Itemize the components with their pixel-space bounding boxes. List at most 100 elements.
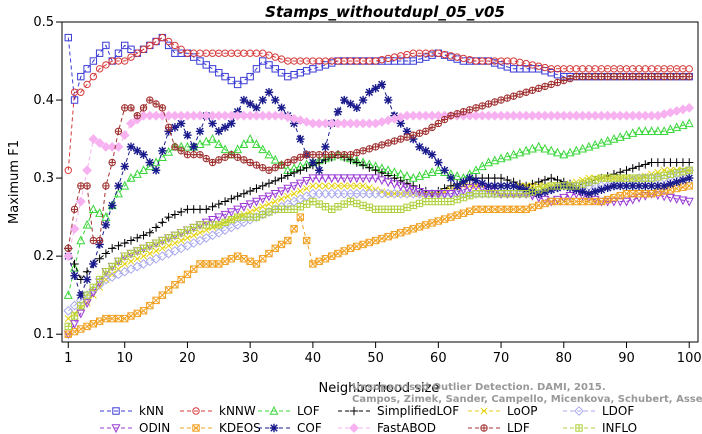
data-point-ldf [95, 236, 104, 245]
data-point-fastabod [75, 196, 86, 207]
series-line-simplifiedlof [67, 154, 690, 281]
x-tick-label: 30 [242, 351, 259, 366]
data-point-kdeos [89, 320, 98, 328]
data-point-inflo [246, 213, 254, 221]
data-point-knn [121, 41, 129, 50]
data-point-ldf [70, 205, 79, 214]
data-point-ldf [108, 158, 116, 167]
data-point-kdeos [459, 209, 468, 217]
data-point-ldf [139, 104, 148, 112]
data-point-kdeos [183, 270, 192, 279]
data-point-cof [521, 185, 531, 195]
data-point-simplifiedlof [264, 179, 274, 188]
data-point-kdeos [528, 203, 537, 212]
data-point-kdeos [227, 255, 236, 263]
data-point-odin [233, 205, 243, 215]
data-point-lof [578, 143, 588, 153]
data-point-cof [459, 177, 468, 187]
data-point-cof [415, 142, 424, 152]
data-point-ldf [679, 72, 687, 81]
data-point-ldf [340, 150, 348, 159]
data-point-odin [377, 176, 387, 186]
data-point-cof [434, 158, 443, 167]
data-point-kdeos [685, 182, 693, 190]
data-point-cof [427, 150, 437, 159]
data-point-ldf [83, 182, 91, 190]
data-point-cof [534, 189, 543, 198]
data-point-loop [365, 184, 373, 192]
data-point-simplifiedlof [139, 231, 148, 240]
data-point-knn [208, 65, 217, 73]
legend-item-fastabod: FastABOD [338, 421, 436, 434]
data-point-knnw [127, 53, 135, 61]
data-point-lof [603, 135, 613, 145]
data-point-inflo [89, 283, 98, 292]
data-point-simplifiedlof [70, 259, 79, 269]
data-point-cof [597, 185, 606, 195]
data-point-kdeos [77, 325, 85, 333]
data-point-kdeos [146, 301, 154, 310]
data-point-simplifiedlof [289, 168, 299, 178]
data-point-knn [202, 61, 210, 69]
legend-marker-kdeos [192, 424, 200, 432]
x-axis-label: Neighborhood size [319, 381, 440, 396]
data-point-cof [590, 187, 600, 196]
data-point-loop [666, 166, 674, 174]
data-point-ldf [428, 123, 436, 132]
data-point-knnw [83, 80, 91, 89]
data-point-kdeos [321, 255, 330, 263]
data-point-cof [377, 80, 387, 89]
data-point-kdeos [484, 205, 493, 214]
data-point-simplifiedlof [252, 184, 261, 193]
data-point-simplifiedlof [641, 160, 650, 169]
data-point-cof [365, 88, 374, 97]
data-point-cof [264, 88, 274, 97]
data-point-loop [190, 231, 198, 239]
plot-frame [61, 21, 699, 343]
series-cof [64, 80, 694, 300]
data-point-cof [641, 181, 650, 191]
data-point-inflo [196, 221, 204, 229]
data-point-knn [259, 57, 267, 65]
data-point-ldf [534, 84, 543, 93]
data-point-ldf [133, 111, 141, 120]
data-point-ldf [666, 72, 675, 81]
data-point-ldf [434, 119, 443, 128]
data-point-knn [309, 65, 317, 73]
data-point-odin [389, 180, 399, 190]
data-point-ldf [296, 153, 305, 161]
data-point-kdeos [139, 307, 148, 315]
data-point-ldf [610, 72, 618, 81]
data-point-inflo [396, 205, 405, 214]
data-point-lof [496, 153, 506, 163]
series-fastabod [63, 102, 695, 262]
data-point-lof [433, 165, 443, 174]
data-point-cof [653, 181, 663, 191]
data-point-cof [421, 146, 430, 155]
data-point-lof [414, 171, 425, 180]
legend-label: kNNW [219, 404, 256, 418]
data-point-ldf [353, 149, 361, 157]
data-point-fastabod [63, 251, 74, 262]
data-point-fastabod [126, 118, 136, 129]
data-point-knnw [171, 41, 179, 50]
data-point-cof [572, 185, 581, 195]
data-point-inflo [434, 197, 443, 206]
data-point-fastabod [684, 102, 695, 113]
data-point-ldf [616, 72, 624, 81]
data-point-cof [358, 95, 368, 105]
data-point-cof [114, 181, 123, 191]
data-point-ldf [315, 150, 323, 159]
data-point-lof [684, 118, 694, 128]
legend-label: LoOP [507, 404, 538, 418]
data-point-knnw [121, 57, 129, 65]
data-point-cof [628, 181, 637, 191]
data-point-odin [458, 186, 468, 195]
data-point-simplifiedlof [634, 162, 644, 171]
data-point-simplifiedlof [283, 171, 292, 180]
series-inflo [64, 166, 693, 331]
data-point-cof [496, 181, 506, 191]
data-point-loop [146, 249, 154, 258]
data-point-loop [139, 252, 148, 260]
data-point-inflo [146, 242, 154, 250]
